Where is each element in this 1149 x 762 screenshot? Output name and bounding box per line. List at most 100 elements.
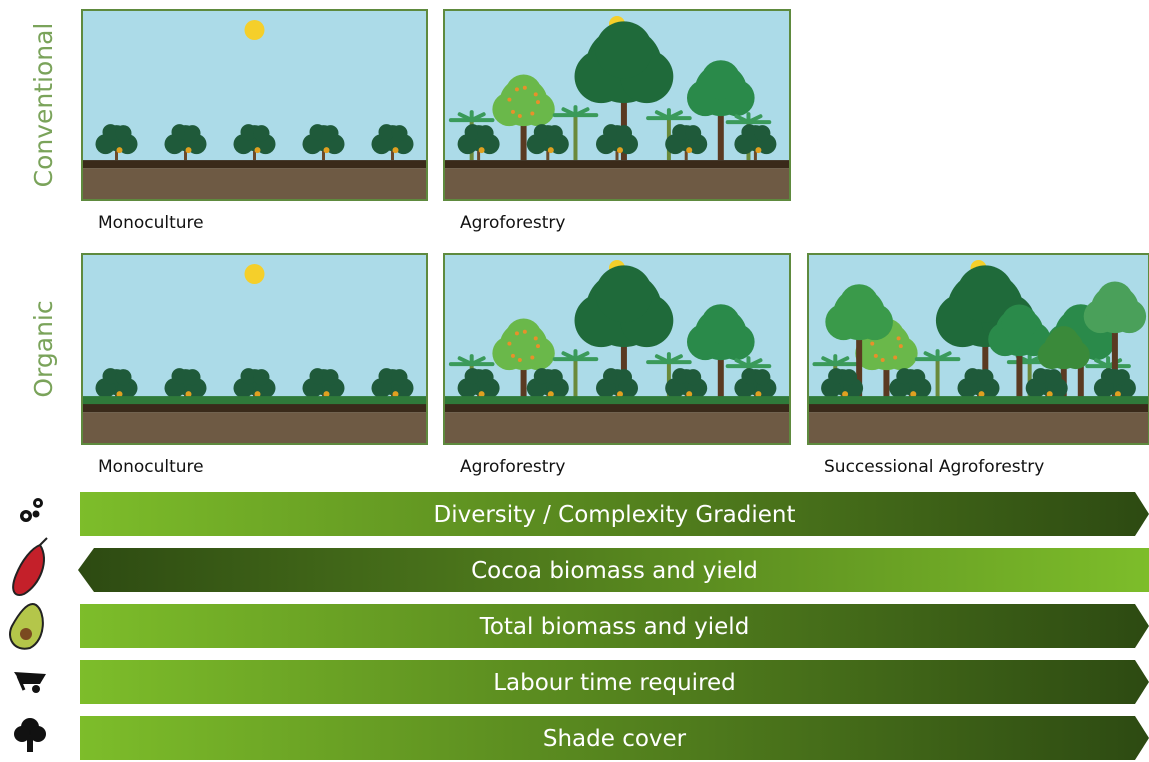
topsoil bbox=[444, 160, 790, 168]
subsoil bbox=[82, 412, 427, 444]
shrub-leaf bbox=[547, 125, 563, 141]
pod bbox=[186, 147, 192, 153]
shrub-leaf bbox=[754, 369, 770, 385]
fruit bbox=[897, 336, 901, 340]
gradient-label: Diversity / Complexity Gradient bbox=[433, 502, 795, 528]
scene-panel bbox=[444, 10, 790, 200]
fruit bbox=[530, 112, 534, 116]
crown bbox=[1001, 305, 1037, 341]
shrub-leaf bbox=[478, 125, 494, 141]
panel-caption: Agroforestry bbox=[460, 457, 565, 477]
topsoil bbox=[808, 404, 1149, 412]
fruit bbox=[534, 92, 538, 96]
fruit bbox=[507, 98, 511, 102]
pod bbox=[324, 147, 330, 153]
fruit bbox=[523, 330, 527, 334]
pod bbox=[393, 147, 399, 153]
shrub-leaf bbox=[1046, 369, 1062, 385]
pod bbox=[117, 147, 123, 153]
diagram: Conventional Monoculture Agroforestry Organ… bbox=[0, 0, 1149, 762]
fruit bbox=[536, 344, 540, 348]
pod bbox=[617, 147, 623, 153]
shrub-leaf bbox=[392, 369, 408, 385]
sun bbox=[245, 264, 265, 284]
shrub-leaf bbox=[392, 125, 408, 141]
shrub-leaf bbox=[909, 369, 925, 385]
pod bbox=[255, 147, 261, 153]
crown bbox=[1097, 282, 1133, 318]
crown bbox=[701, 60, 740, 99]
fruit bbox=[523, 86, 527, 90]
fruit bbox=[511, 354, 515, 358]
shrub-leaf bbox=[685, 369, 701, 385]
fruit bbox=[870, 342, 874, 346]
wheelbarrow-icon bbox=[14, 672, 46, 693]
fruit bbox=[518, 114, 522, 118]
shrub-leaf bbox=[841, 369, 857, 385]
panel-caption: Monoculture bbox=[98, 457, 204, 477]
row-label: Conventional bbox=[29, 23, 58, 188]
gradient-label: Total biomass and yield bbox=[479, 614, 750, 640]
crown bbox=[840, 284, 879, 323]
crown bbox=[1049, 326, 1079, 356]
shrub-leaf bbox=[685, 125, 701, 141]
topsoil bbox=[444, 404, 790, 412]
topsoil bbox=[82, 404, 427, 412]
panel-caption: Agroforestry bbox=[460, 213, 565, 233]
subsoil bbox=[444, 412, 790, 444]
subsoil bbox=[82, 168, 427, 200]
shrub-leaf bbox=[616, 369, 632, 385]
cocoa-icon bbox=[13, 538, 47, 595]
shrub-leaf bbox=[547, 369, 563, 385]
fruit bbox=[530, 356, 534, 360]
shrub-leaf bbox=[323, 369, 339, 385]
pod bbox=[479, 147, 485, 153]
subsoil bbox=[808, 412, 1149, 444]
shrub-leaf bbox=[254, 125, 270, 141]
topsoil bbox=[82, 160, 427, 168]
row-label: Organic bbox=[29, 300, 58, 397]
gradient-label: Labour time required bbox=[493, 670, 736, 696]
fruit bbox=[515, 87, 519, 91]
gears-icon bbox=[20, 498, 43, 522]
tree-icon bbox=[14, 718, 46, 752]
scene-panel bbox=[444, 254, 790, 444]
fruit bbox=[899, 344, 903, 348]
sun bbox=[245, 20, 265, 40]
fruit bbox=[511, 110, 515, 114]
pod bbox=[686, 147, 692, 153]
shrub-leaf bbox=[254, 369, 270, 385]
gradient-label: Cocoa biomass and yield bbox=[471, 558, 758, 584]
panel-caption: Monoculture bbox=[98, 213, 204, 233]
pod bbox=[548, 147, 554, 153]
scene-panel bbox=[82, 10, 427, 200]
shrub-leaf bbox=[185, 369, 201, 385]
shrub-leaf bbox=[978, 369, 994, 385]
avocado-icon bbox=[10, 604, 43, 649]
shrub-leaf bbox=[1114, 369, 1130, 385]
fruit bbox=[893, 356, 897, 360]
panel-caption: Successional Agroforestry bbox=[824, 457, 1044, 477]
fruit bbox=[507, 342, 511, 346]
shrub-leaf bbox=[754, 125, 770, 141]
scene-panel bbox=[82, 254, 427, 444]
pod bbox=[755, 147, 761, 153]
shrub-leaf bbox=[616, 125, 632, 141]
fruit bbox=[874, 354, 878, 358]
shrub-leaf bbox=[323, 125, 339, 141]
scene-panel bbox=[808, 254, 1149, 444]
shrub-leaf bbox=[185, 125, 201, 141]
shrub-leaf bbox=[116, 125, 132, 141]
shrub-leaf bbox=[478, 369, 494, 385]
gradient-label: Shade cover bbox=[543, 726, 687, 752]
crown bbox=[595, 21, 652, 78]
fruit bbox=[536, 100, 540, 104]
fruit bbox=[518, 358, 522, 362]
fruit bbox=[881, 358, 885, 362]
subsoil bbox=[444, 168, 790, 200]
fruit bbox=[515, 331, 519, 335]
fruit bbox=[534, 336, 538, 340]
shrub-leaf bbox=[116, 369, 132, 385]
crown bbox=[701, 304, 740, 343]
crown bbox=[595, 265, 652, 322]
